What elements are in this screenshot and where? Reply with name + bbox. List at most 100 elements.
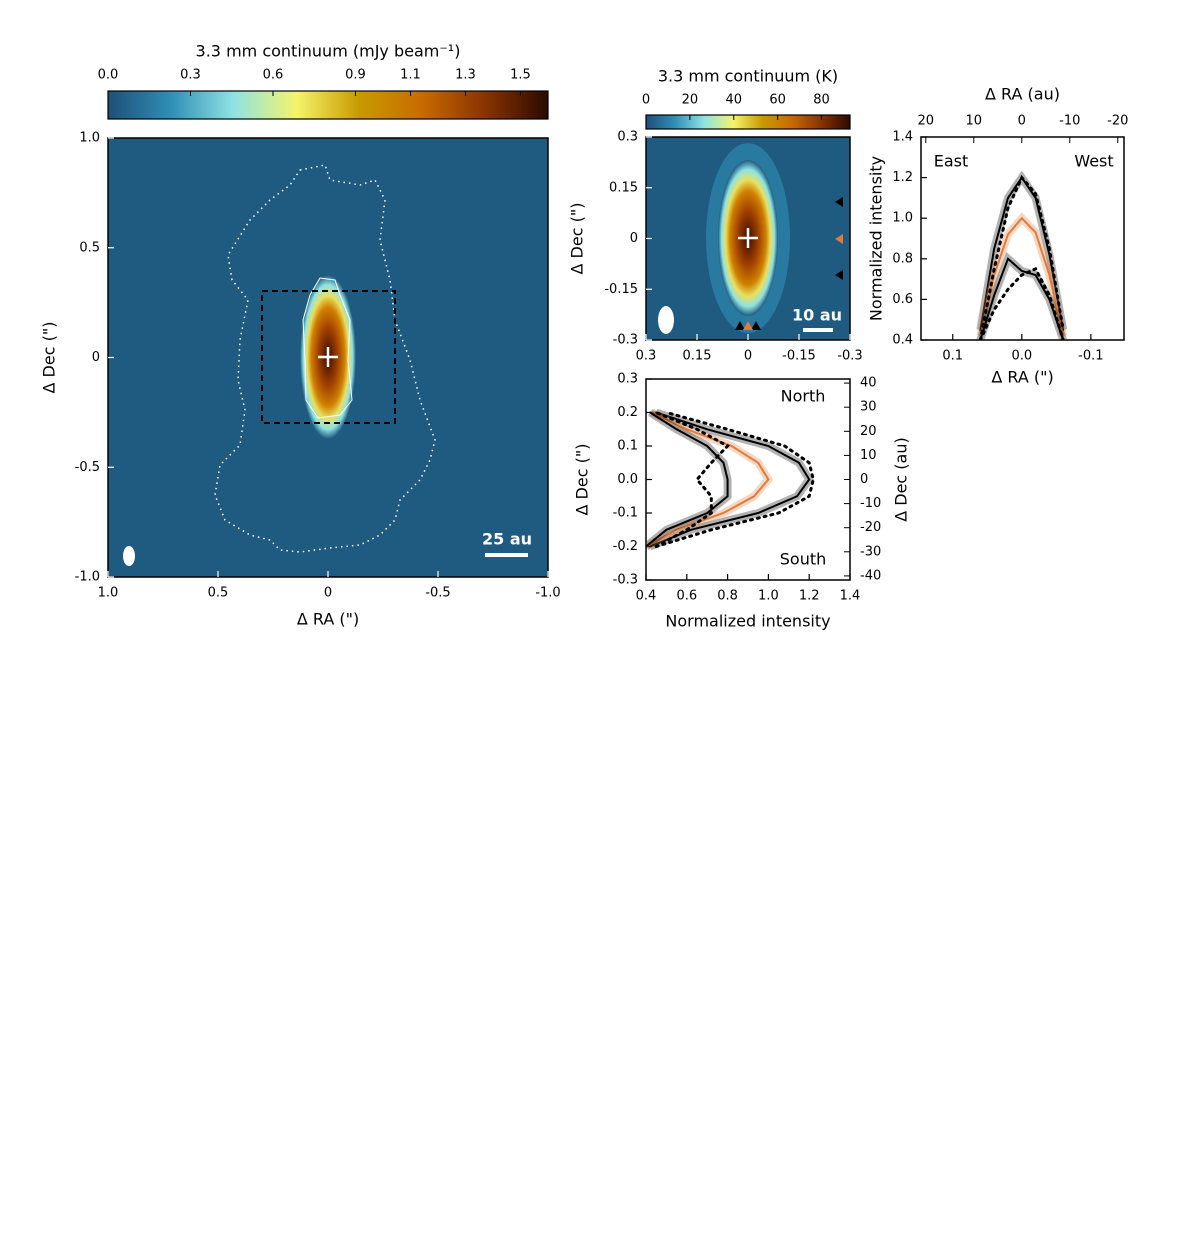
x-tick-label: -0.5 [425,586,450,601]
y2-axis-label: Δ Dec (au) [892,437,911,522]
x-tick-label: 0.5 [208,586,229,601]
x2-tick-label: 0 [1018,114,1026,129]
scale-bar-label: 10 au [792,306,842,325]
y-tick-label: 0 [630,231,638,246]
line [654,411,731,548]
line [649,411,811,548]
x-tick-label: 0.6 [676,589,697,604]
x-tick-label: 0.4 [636,589,657,604]
line [646,411,770,548]
colorbar-tick-label: 0.0 [98,68,119,83]
x-tick-label: 1.4 [840,589,861,604]
x-axis-label: Normalized intensity [665,612,830,631]
x-axis-label: Δ RA (") [991,368,1053,387]
y2-tick-label: -20 [860,520,881,535]
y2-tick-label: 20 [860,424,877,439]
y-axis-label: Δ Dec (") [573,444,592,516]
x-tick-label: -0.3 [837,349,862,364]
line [646,411,729,548]
y-tick-label: 1.2 [892,170,913,185]
y-tick-label: -0.3 [613,333,638,348]
y-axis-label: Normalized intensity [867,156,886,321]
center-cross [318,347,338,367]
colorbar-tick-label: 0 [642,93,650,108]
x-axis-label: Δ RA (") [297,610,359,629]
x-tick-label: -1.0 [535,586,560,601]
y2-tick-label: -40 [860,568,881,583]
colorbar-tick-label: 0.6 [263,68,284,83]
colorbar-tick-label: 60 [769,93,786,108]
y-tick-label: 0.3 [617,130,638,145]
x2-tick-label: -10 [1059,114,1080,129]
x-tick-label: 0.15 [683,349,712,364]
y-tick-label: 1.0 [892,211,913,226]
map-zoom [646,137,850,340]
y2-tick-label: -30 [860,544,881,559]
line [979,216,1065,337]
y-tick-label: -0.5 [75,460,100,475]
colorbar [107,90,549,120]
scale-bar-label: 25 au [482,530,532,549]
y2-tick-label: 30 [860,400,877,415]
x-tick-label: 0.3 [636,349,657,364]
y-tick-label: 1.4 [892,130,913,145]
x2-axis-label: Δ RA (au) [985,85,1060,104]
y-tick-label: -0.1 [613,506,638,521]
y-axis-label: Δ Dec (") [568,203,587,275]
colorbar-tick-label: 1.3 [455,68,476,83]
y2-tick-label: 0 [860,472,868,487]
y-tick-label: -0.2 [613,539,638,554]
y-tick-label: 0.8 [892,251,913,266]
map-large [108,138,548,577]
colorbar [645,114,851,130]
x-tick-label: -0.1 [1078,349,1103,364]
annotation: North [781,387,826,406]
colorbar-tick-label: 0.9 [345,68,366,83]
beam [658,306,674,334]
x-tick-label: 0.8 [717,589,738,604]
colorbar-tick-label: 1.1 [400,68,421,83]
y-axis-label: Δ Dec (") [40,322,59,394]
line [654,411,815,548]
x-tick-label: 1.0 [98,586,119,601]
colorbar-tick-label: 80 [813,93,830,108]
colorbar-tick-label: 20 [682,93,699,108]
colorbar-label: 3.3 mm continuum (mJy beam⁻¹) [196,42,461,61]
y2-tick-label: 10 [860,448,877,463]
x-tick-label: 1.0 [758,589,779,604]
frame [920,136,1125,341]
y-tick-label: 0.6 [892,292,913,307]
annotation: South [780,550,827,569]
y-tick-label: 0.0 [617,472,638,487]
colorbar-label: 3.3 mm continuum (K) [658,67,838,86]
y-tick-label: -1.0 [75,570,100,585]
y-tick-label: -0.15 [604,282,638,297]
y-tick-label: 0.5 [79,240,100,255]
x-tick-label: 0.0 [1011,349,1032,364]
x2-tick-label: 20 [918,114,935,129]
x-tick-label: -0.15 [782,349,816,364]
x2-tick-label: -20 [1107,114,1128,129]
y-tick-label: 0.3 [617,372,638,387]
y-tick-label: 0.15 [609,180,638,195]
zoom-box [261,290,396,424]
y-tick-label: -0.3 [613,573,638,588]
x-tick-label: 1.2 [799,589,820,604]
line [978,174,1065,340]
x-tick-label: 0 [324,586,332,601]
y-tick-label: 1.0 [79,131,100,146]
y2-tick-label: 40 [860,376,877,391]
colorbar-tick-label: 0.3 [180,68,201,83]
x-tick-label: 0 [744,349,752,364]
y-tick-label: 0.1 [617,439,638,454]
y-tick-label: 0 [92,350,100,365]
colorbar-tick-label: 1.5 [510,68,531,83]
x2-tick-label: 10 [966,114,983,129]
contour [302,277,353,419]
center-cross [738,228,758,248]
colorbar-tick-label: 40 [725,93,742,108]
y2-tick-label: -10 [860,496,881,511]
line [978,266,1065,340]
